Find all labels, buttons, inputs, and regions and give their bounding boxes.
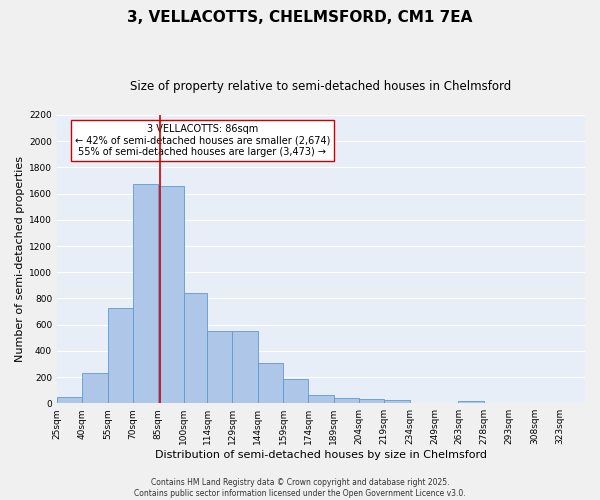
Bar — [359, 398, 384, 403]
Bar — [57, 398, 82, 403]
Bar — [232, 330, 258, 403]
Bar — [82, 373, 107, 403]
Bar — [384, 400, 410, 403]
Y-axis label: Number of semi-detached properties: Number of semi-detached properties — [15, 156, 25, 362]
Bar — [458, 401, 484, 403]
Bar — [334, 398, 359, 403]
Text: Contains HM Land Registry data © Crown copyright and database right 2025.
Contai: Contains HM Land Registry data © Crown c… — [134, 478, 466, 498]
Bar — [283, 379, 308, 403]
Bar — [158, 186, 184, 403]
Bar — [308, 394, 334, 403]
Text: 3, VELLACOTTS, CHELMSFORD, CM1 7EA: 3, VELLACOTTS, CHELMSFORD, CM1 7EA — [127, 10, 473, 25]
Bar — [107, 308, 133, 403]
Title: Size of property relative to semi-detached houses in Chelmsford: Size of property relative to semi-detach… — [130, 80, 512, 93]
Bar — [258, 364, 283, 403]
X-axis label: Distribution of semi-detached houses by size in Chelmsford: Distribution of semi-detached houses by … — [155, 450, 487, 460]
Bar — [184, 292, 207, 403]
Bar — [207, 330, 232, 403]
Bar — [133, 184, 158, 403]
Text: 3 VELLACOTTS: 86sqm
← 42% of semi-detached houses are smaller (2,674)
55% of sem: 3 VELLACOTTS: 86sqm ← 42% of semi-detach… — [74, 124, 330, 157]
